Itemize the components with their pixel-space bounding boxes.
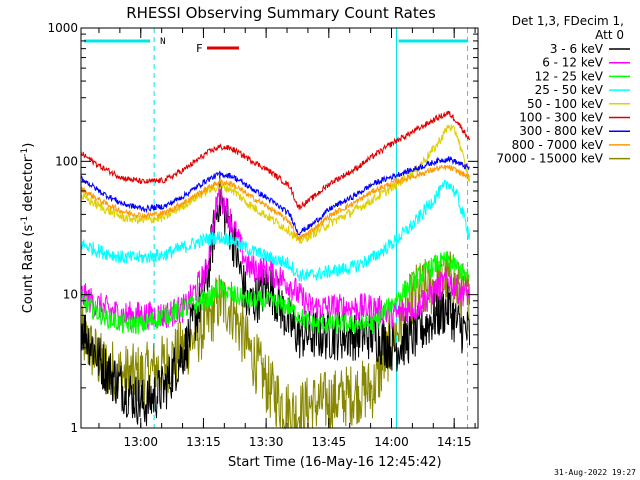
series-line-3to6kev	[80, 173, 471, 426]
legend-entry-label: 50 - 100 keV	[527, 97, 604, 111]
y-tick-label: 1	[70, 421, 78, 435]
series-line-800to7000kev	[80, 164, 471, 241]
series-line-100to300kev	[80, 110, 471, 211]
plot-frame	[80, 27, 479, 429]
x-tick-label: 13:15	[186, 435, 221, 449]
n-marker-label: N	[160, 37, 165, 47]
legend-header-line: Att 0	[595, 28, 624, 42]
x-tick-label: 13:30	[249, 435, 284, 449]
legend-entry-label: 300 - 800 keV	[519, 124, 603, 138]
legend-header-line: Det 1,3, FDecim 1,	[512, 14, 624, 28]
legend-entry-label: 12 - 25 keV	[535, 69, 604, 83]
legend-entry-label: 100 - 300 keV	[519, 111, 603, 125]
y-axis-label-part: )	[21, 143, 36, 148]
f-marker-label: F	[196, 42, 203, 55]
x-axis-label: Start Time (16-May-16 12:45:42)	[228, 455, 442, 470]
chart-title: RHESSI Observing Summary Count Rates	[126, 4, 436, 22]
legend-entry-label: 3 - 6 keV	[550, 42, 604, 56]
series-line-6to12kev	[80, 181, 471, 330]
x-tick-label: 13:00	[123, 435, 158, 449]
x-tick-label: 14:15	[437, 435, 472, 449]
x-tick-label: 14:00	[374, 435, 409, 449]
y-axis-label-part: detector	[21, 156, 36, 216]
y-axis-label-superscript: -1	[20, 216, 30, 225]
series-line-12to25kev	[80, 251, 470, 335]
series-line-50to100kev	[80, 124, 471, 245]
y-tick-label: 1000	[47, 21, 78, 35]
x-tick-label: 13:45	[312, 435, 347, 449]
y-axis-label: Count Rate (s-1 detector-1)	[20, 143, 36, 314]
y-axis-label-group: Count Rate (s-1 detector-1)	[20, 143, 36, 314]
render-timestamp: 31-Aug-2022 19:27	[554, 468, 636, 477]
y-axis: 1 10 100 1000	[47, 21, 478, 435]
y-axis-label-part: Count Rate (s	[21, 225, 36, 314]
legend-entry-label: 25 - 50 keV	[535, 83, 604, 97]
y-tick-label: 10	[63, 288, 78, 302]
y-axis-label-superscript: -1	[20, 148, 30, 157]
y-tick-label: 100	[55, 154, 78, 168]
series-line-300to800kev	[80, 156, 470, 236]
x-axis: 13:00 13:15 13:30 13:45 14:00 14:15	[98, 28, 476, 449]
legend-entry-label: 6 - 12 keV	[542, 56, 604, 70]
series-layer	[80, 110, 471, 430]
series-line-25to50kev	[80, 179, 471, 282]
legend-entry-label: 800 - 7000 keV	[512, 138, 604, 152]
legend-entry-label: 7000 - 15000 keV	[496, 152, 603, 166]
